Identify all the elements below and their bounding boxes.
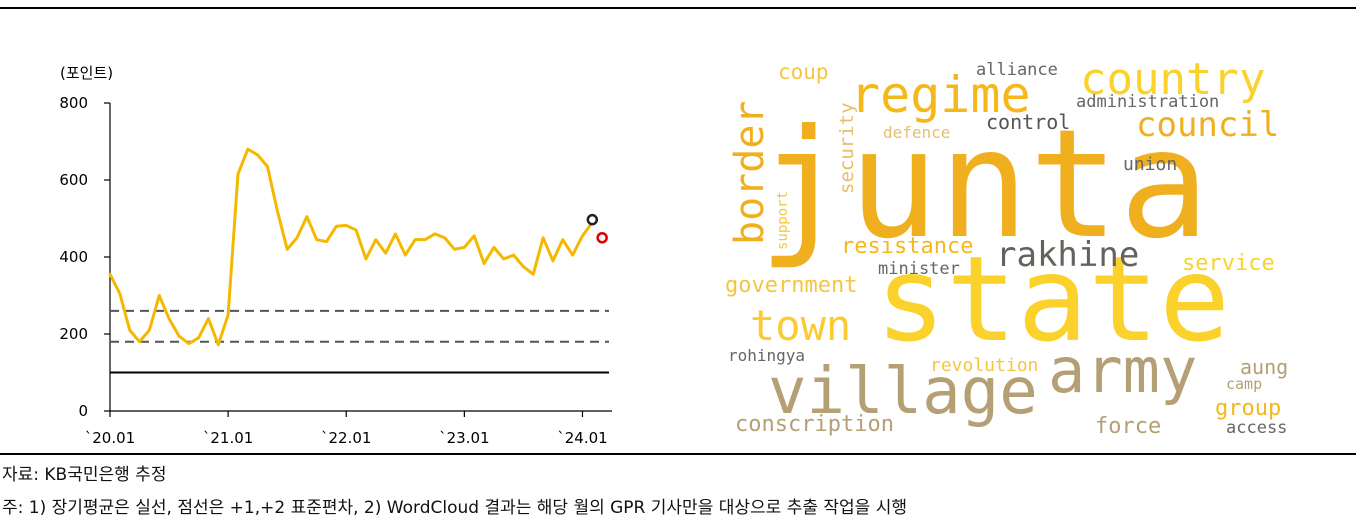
wordcloud-word-junta: junta bbox=[758, 98, 1210, 272]
wordcloud-word-administration: administration bbox=[1076, 92, 1220, 112]
wordcloud-word-conscription: conscription bbox=[735, 412, 894, 437]
wordcloud-word-government: government bbox=[725, 273, 858, 298]
wordcloud-word-army: army bbox=[1048, 334, 1198, 407]
x-tick-label: `24.01 bbox=[557, 429, 607, 447]
top-rule bbox=[0, 7, 1356, 9]
wordcloud-word-defence: defence bbox=[883, 123, 951, 142]
gpr-index-series bbox=[108, 147, 594, 347]
wordcloud: junta state village army regime country town bo… bbox=[700, 40, 1330, 450]
wordcloud-word-union: union bbox=[1123, 154, 1178, 175]
y-tick-label: 800 bbox=[59, 94, 88, 112]
wordcloud-word-security: security bbox=[836, 102, 858, 194]
wordcloud-word-border: border bbox=[727, 100, 773, 246]
x-tick-label: `22.01 bbox=[321, 429, 371, 447]
black-circle-marker bbox=[586, 213, 599, 226]
wordcloud-word-group: group bbox=[1215, 396, 1282, 421]
wordcloud-word-rohingya: rohingya bbox=[728, 346, 806, 365]
y-tick-label: 200 bbox=[59, 325, 88, 343]
wordcloud-word-force: force bbox=[1095, 414, 1162, 439]
wordcloud-word-village: village bbox=[768, 355, 1038, 429]
red-circle-marker bbox=[596, 232, 608, 244]
wordcloud-word-minister: minister bbox=[878, 259, 960, 279]
bottom-rule bbox=[0, 453, 1356, 455]
y-tick-label: 400 bbox=[59, 248, 88, 266]
wordcloud-word-coup: coup bbox=[778, 60, 829, 84]
wordcloud-word-town: town bbox=[750, 301, 852, 350]
y-tick-label: 0 bbox=[78, 402, 88, 420]
gpr-line-chart: (포인트) 0 200 400 600 800 `20.01 `21.01 `22.01 `23… bbox=[59, 64, 612, 447]
wordcloud-word-country: country bbox=[1080, 54, 1266, 105]
wordcloud-word-access: access bbox=[1226, 418, 1288, 438]
plot-area: 0 200 400 600 800 `20.01 `21.01 `22.01 `23.01 `24… bbox=[59, 94, 612, 447]
wordcloud-word-revolution: revolution bbox=[930, 355, 1039, 376]
wordcloud-word-regime: regime bbox=[850, 66, 1031, 124]
wordcloud-word-camp: camp bbox=[1226, 375, 1263, 393]
wordcloud-word-support: support bbox=[775, 190, 791, 250]
footnote: 주: 1) 장기평균은 실선, 점선은 +1,+2 표준편차, 2) WordC… bbox=[2, 498, 907, 518]
source-note: 자료: KB국민은행 추정 bbox=[2, 465, 167, 485]
y-axis-unit-label: (포인트) bbox=[60, 64, 113, 82]
y-tick-label: 600 bbox=[59, 171, 88, 189]
wordcloud-word-resistance: resistance bbox=[841, 234, 974, 259]
wordcloud-word-council: council bbox=[1136, 105, 1280, 145]
wordcloud-word-control: control bbox=[986, 110, 1071, 134]
wordcloud-word-alliance: alliance bbox=[976, 60, 1058, 80]
wordcloud-word-aung: aung bbox=[1240, 355, 1289, 379]
wordcloud-word-state: state bbox=[875, 230, 1231, 368]
x-tick-label: `20.01 bbox=[85, 429, 135, 447]
wordcloud-word-service: service bbox=[1182, 251, 1275, 276]
x-tick-label: `23.01 bbox=[439, 429, 489, 447]
wordcloud-word-rakhine: rakhine bbox=[996, 235, 1140, 275]
x-tick-label: `21.01 bbox=[203, 429, 253, 447]
